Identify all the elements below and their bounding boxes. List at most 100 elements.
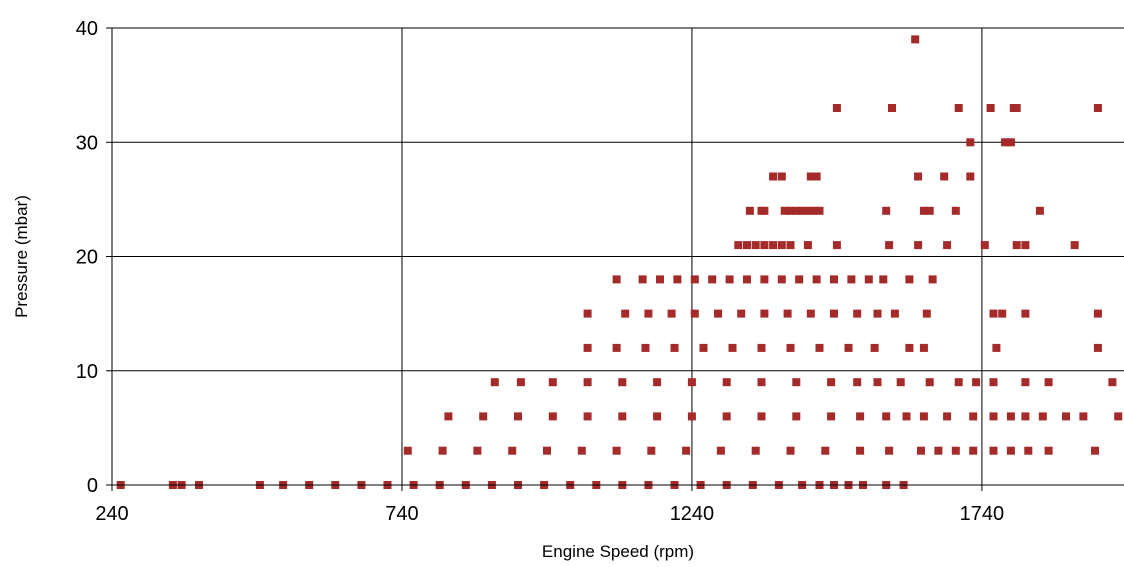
data-point [853,378,862,387]
data-point [653,378,662,387]
data-point [728,343,737,352]
data-point [687,378,696,387]
data-point [687,412,696,421]
data-point [1012,241,1021,250]
data-point [690,309,699,318]
data-point [1093,343,1102,352]
data-point [792,206,801,215]
data-point [940,172,949,181]
data-point [827,378,836,387]
data-point [925,378,934,387]
data-point [888,104,896,112]
data-point [656,275,664,284]
data-point [438,446,447,455]
data-point [682,446,691,455]
data-point [943,412,952,421]
data-point [917,446,925,455]
data-point [989,309,998,318]
data-point [722,412,731,421]
x-axis-title: Engine Speed (rpm) [542,542,694,561]
data-point [954,378,963,387]
data-point [583,343,592,352]
data-point [882,412,891,421]
y-tick-label: 10 [76,361,98,383]
data-point [1062,412,1070,421]
data-point [1021,378,1030,387]
data-point [986,104,995,112]
data-point [832,104,841,112]
data-point [757,343,766,352]
data-point [806,309,815,318]
data-point [885,241,894,250]
data-point [914,172,923,181]
data-point [1044,446,1053,455]
data-point [1021,241,1030,250]
data-point [989,446,998,455]
data-point [806,172,815,181]
data-point [972,378,981,387]
data-point [760,275,769,284]
data-point [786,446,795,455]
data-point [716,446,725,455]
data-point [1038,412,1047,421]
data-point [769,172,778,181]
data-point [989,378,998,387]
data-point [1012,104,1021,112]
data-point [583,378,592,387]
data-point [934,446,943,455]
data-point [1093,104,1102,112]
y-tick-label: 0 [87,475,98,497]
data-point [444,412,453,421]
data-point [508,446,517,455]
data-point [757,378,766,387]
data-point [699,343,708,352]
x-tick-label: 1240 [670,503,715,525]
data-point [1079,412,1088,421]
data-point [743,241,751,250]
data-point [885,446,894,455]
data-point [873,309,882,318]
data-point [812,172,821,181]
x-tick-label: 240 [95,503,128,525]
data-point [783,309,792,318]
data-point [969,446,978,455]
data-point [769,241,778,250]
data-point [1091,446,1099,455]
data-point [809,206,818,215]
y-tick-labels: 0 10 20 30 40 [76,18,98,497]
data-point [1093,309,1102,318]
data-point [1024,446,1033,455]
data-point [980,241,989,250]
data-point [1021,309,1030,318]
data-point [621,309,630,318]
x-tick-label: 1740 [960,503,1005,525]
data-point [969,412,978,421]
data-point [992,343,1001,352]
data-point [1070,241,1079,250]
data-point [690,275,699,284]
data-point [514,412,522,421]
data-point [618,378,627,387]
data-point [832,241,841,250]
data-point [812,275,821,284]
data-point [760,309,769,318]
data-point [786,206,795,215]
data-point [1021,412,1030,421]
data-point [821,446,830,455]
y-tick-label: 40 [76,18,98,40]
data-point [925,206,934,215]
data-point [722,378,731,387]
data-point [737,309,746,318]
data-point [911,35,920,44]
data-point [905,343,914,352]
data-point [922,309,931,318]
data-point [951,446,960,455]
data-point [989,412,998,421]
data-point [751,241,760,250]
data-point [653,412,662,421]
data-point [914,241,923,250]
data-point [928,275,937,284]
data-point [786,343,795,352]
data-point [641,343,650,352]
